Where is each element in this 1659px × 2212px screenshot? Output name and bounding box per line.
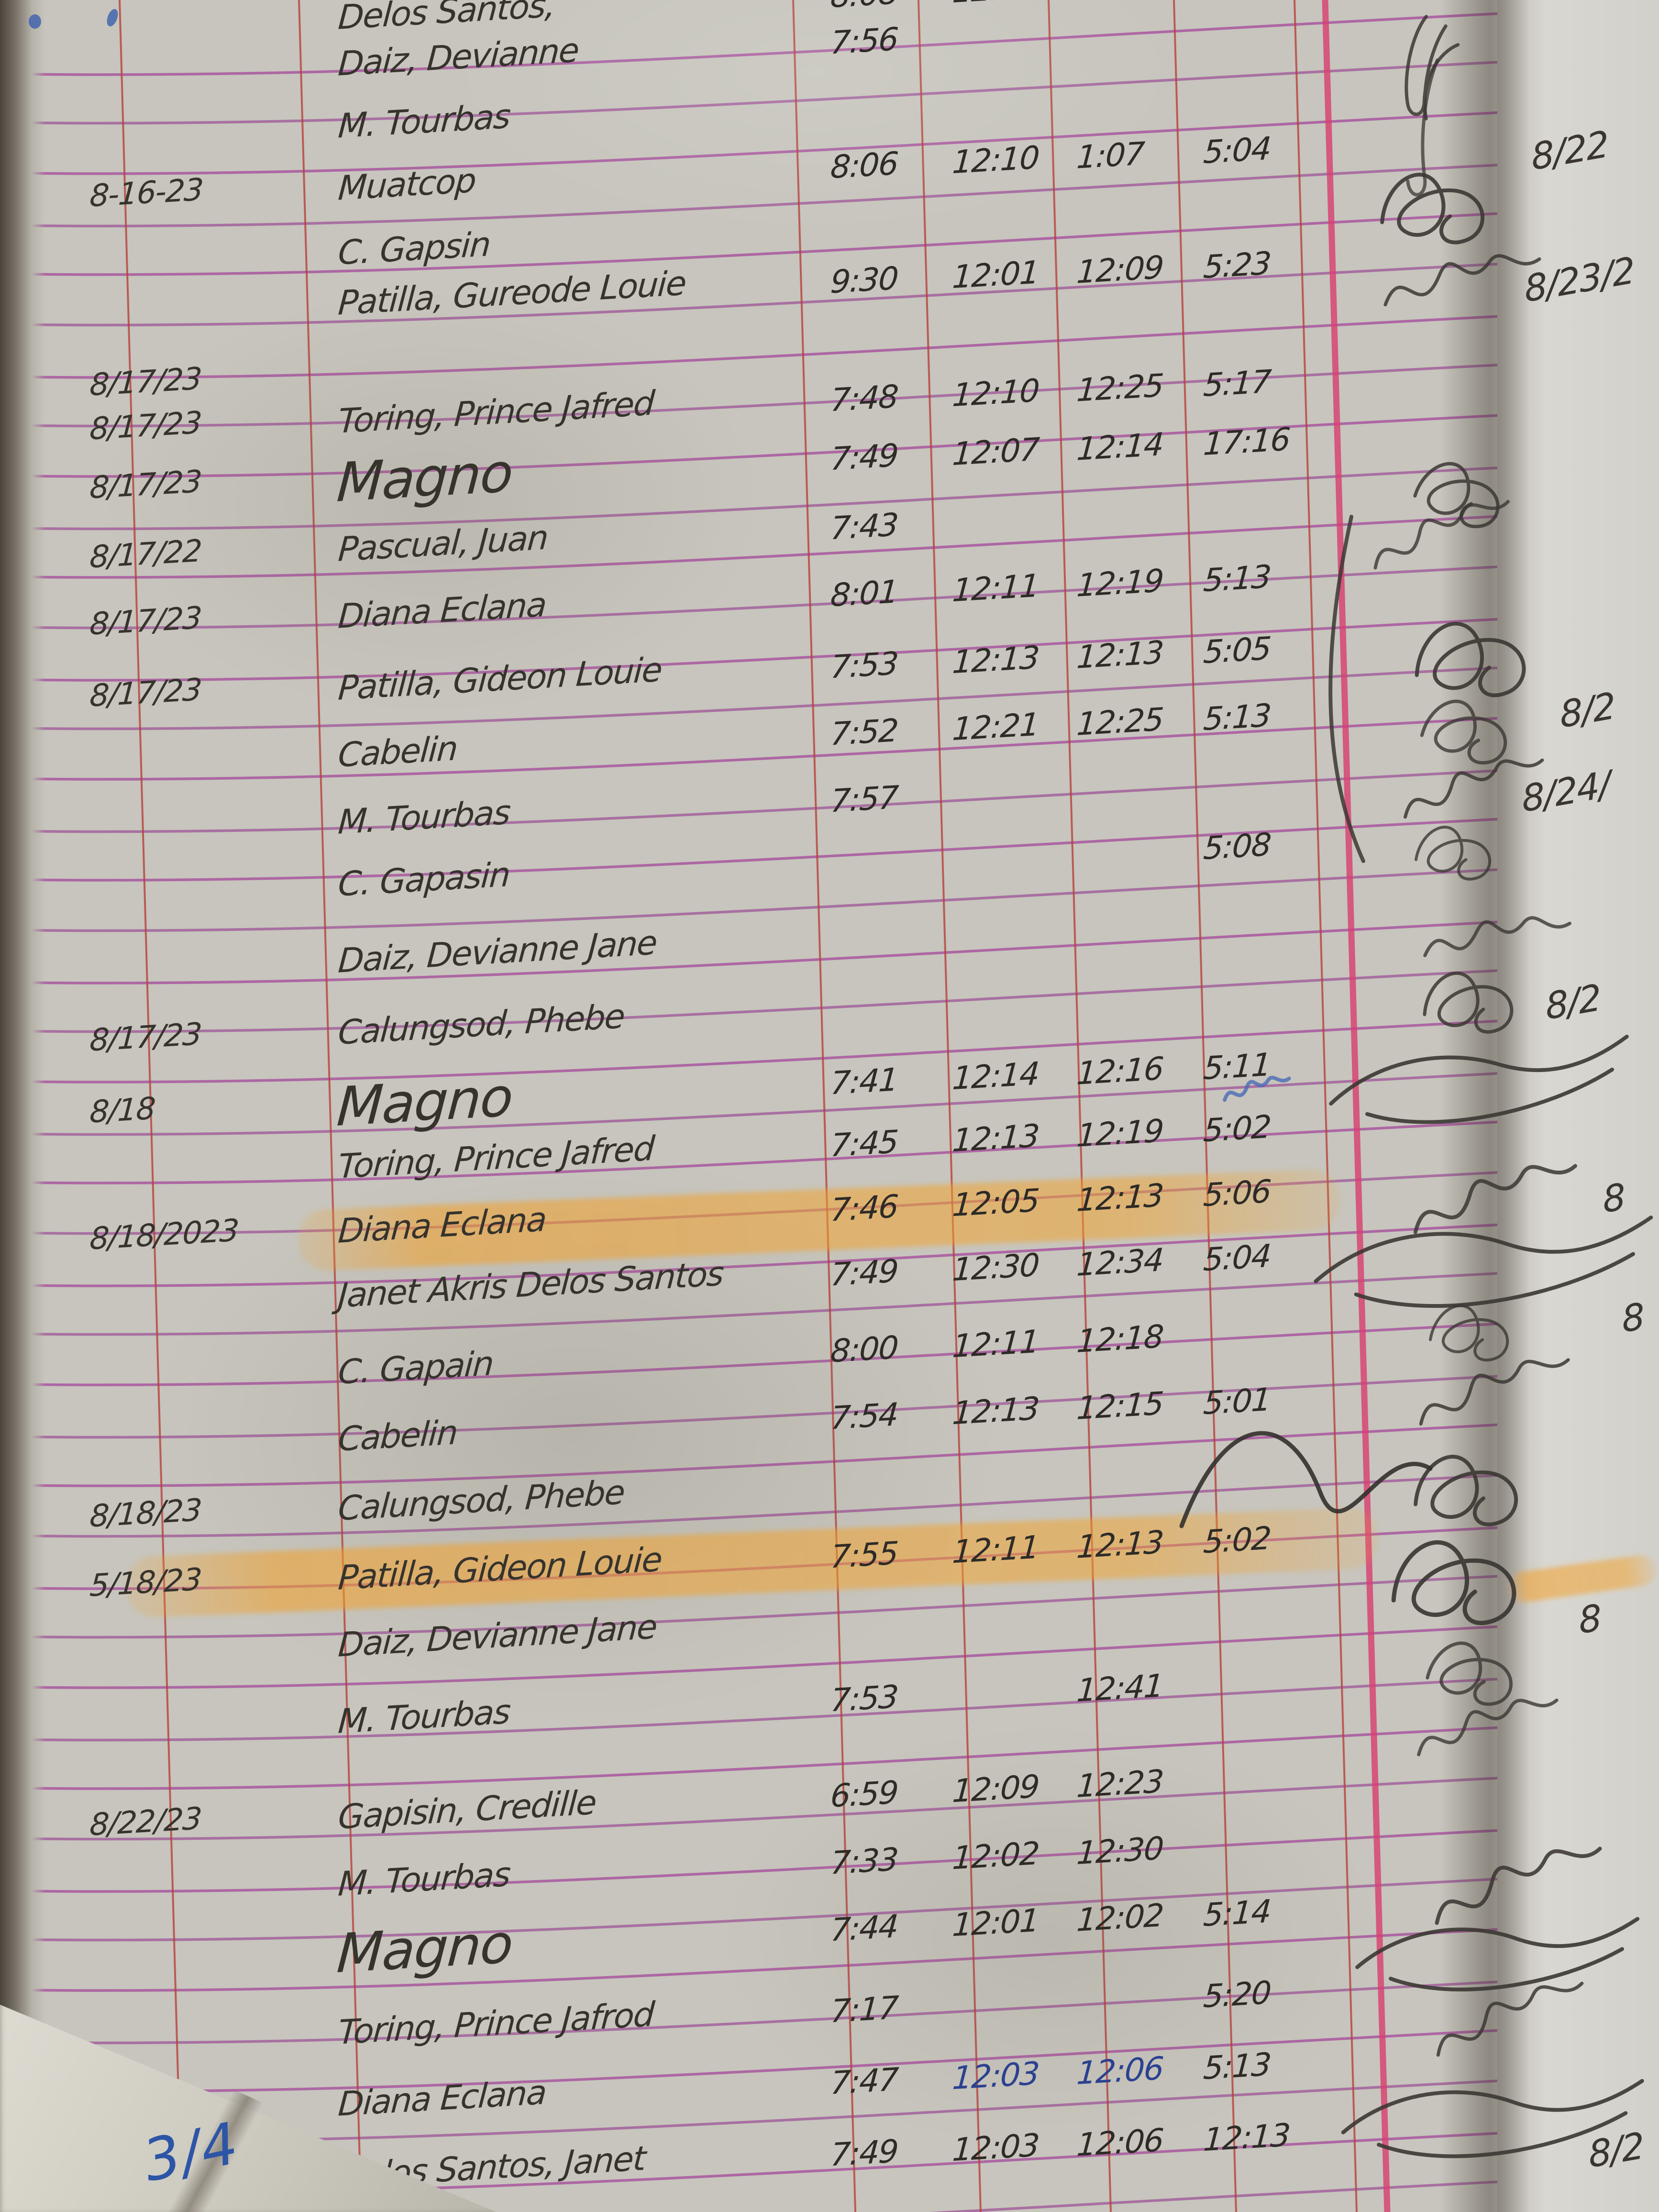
page-fold-shadow xyxy=(1440,0,1531,2212)
blue-ink-dot xyxy=(29,14,41,29)
binding-edge xyxy=(0,0,45,2212)
